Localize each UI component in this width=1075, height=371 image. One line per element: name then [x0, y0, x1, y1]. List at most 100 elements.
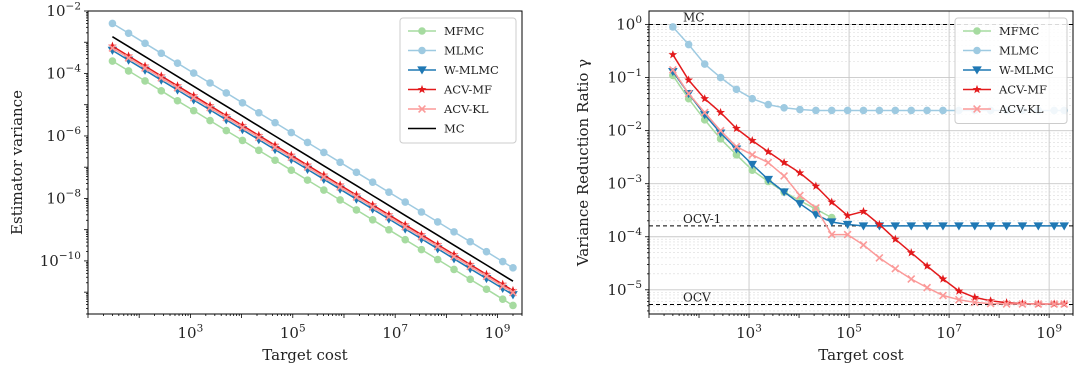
data-point	[156, 71, 166, 80]
x-tick-label: 107	[936, 322, 962, 342]
data-point	[875, 219, 884, 229]
data-point	[812, 106, 820, 115]
x-tick-label: 107	[382, 322, 408, 342]
y-tick-label: 10−10	[40, 250, 81, 270]
y-axis-label: Variance Reduction Ratio γ	[574, 59, 592, 267]
data-point	[270, 140, 280, 150]
data-point	[1002, 300, 1011, 308]
data-point	[450, 265, 458, 274]
x-axis: 103 105 107 109 Target cost	[648, 314, 1074, 364]
data-point	[732, 85, 741, 94]
legend-marker	[973, 105, 981, 113]
data-point	[811, 203, 820, 212]
y-tick-label: 10−2	[46, 0, 81, 20]
data-point	[938, 222, 948, 231]
series-acv-kl	[668, 65, 1069, 308]
data-point	[923, 106, 931, 115]
legend-marker	[972, 66, 982, 75]
data-point	[238, 99, 247, 107]
legend-marker	[418, 46, 426, 55]
data-point	[450, 252, 458, 261]
data-point	[385, 225, 393, 234]
data-point	[716, 135, 725, 143]
data-point	[320, 148, 328, 157]
data-point	[700, 108, 709, 117]
data-point	[384, 212, 393, 221]
data-point	[827, 197, 837, 206]
data-point	[417, 232, 426, 241]
x-axis: 103 105 107 109 Target cost	[87, 314, 523, 364]
data-point	[287, 153, 296, 162]
x-tick-label: 109	[1036, 322, 1062, 342]
data-point	[255, 108, 263, 117]
data-point	[498, 282, 507, 291]
y-tick-label: 10−3	[607, 173, 642, 193]
data-point	[157, 87, 166, 95]
data-point	[368, 202, 377, 211]
series-mlmc	[108, 19, 517, 272]
data-point	[508, 285, 518, 295]
data-point	[401, 198, 410, 206]
data-point	[748, 166, 757, 174]
data-point	[352, 168, 361, 177]
data-point	[482, 247, 491, 256]
data-point	[859, 241, 868, 249]
y-axis: 10−10 10−8 10−6 10−4 10−2 Estimator variance	[8, 0, 88, 315]
data-point	[732, 142, 741, 151]
data-point	[465, 259, 475, 269]
data-point	[1060, 300, 1069, 308]
legend-entry-acv-kl: ACV-KL	[443, 102, 489, 116]
data-point	[843, 211, 852, 220]
data-point	[684, 89, 693, 98]
legend-box	[399, 17, 517, 144]
data-point	[336, 196, 344, 204]
data-point	[796, 105, 804, 114]
data-point	[939, 106, 947, 115]
data-point	[668, 67, 678, 77]
legend-marker	[418, 105, 426, 113]
data-point	[319, 173, 328, 182]
data-point	[222, 126, 231, 135]
data-point	[173, 83, 182, 92]
data-point	[1033, 222, 1044, 231]
data-point	[336, 183, 345, 191]
series-line-acv-kl	[672, 69, 1065, 305]
data-point	[238, 136, 247, 145]
data-point	[173, 96, 182, 105]
data-point	[779, 188, 789, 197]
data-point	[206, 103, 215, 112]
reference-label-ocv-1: OCV-1	[683, 212, 721, 226]
data-point	[271, 118, 279, 127]
data-point	[875, 253, 884, 262]
data-point	[842, 220, 853, 230]
data-point	[858, 222, 869, 231]
data-point	[124, 51, 133, 60]
data-point	[1050, 300, 1059, 308]
legend: MFMC MLMC W-MLMC ACV-MF ACV-KL	[954, 17, 1068, 124]
y-axis-label: Estimator variance	[8, 90, 26, 235]
x-tick-label: 109	[485, 322, 511, 342]
data-point	[482, 285, 491, 294]
data-point	[954, 222, 964, 231]
data-point	[189, 106, 198, 115]
series-mc	[111, 36, 514, 282]
data-point	[986, 296, 996, 305]
x-axis-label: Target cost	[262, 346, 347, 364]
data-point	[141, 64, 149, 72]
data-point	[368, 200, 378, 209]
data-point	[700, 94, 710, 103]
data-point	[954, 295, 963, 304]
legend-entry-w-mlmc: W-MLMC	[444, 63, 499, 77]
y-tick-label: 10−1	[607, 67, 642, 87]
data-point	[189, 93, 198, 102]
series-mfmc	[108, 57, 517, 310]
data-point	[764, 158, 773, 167]
data-point	[509, 264, 517, 272]
data-point	[108, 41, 117, 50]
data-point	[763, 175, 774, 185]
data-point	[986, 299, 995, 308]
data-point	[303, 138, 312, 147]
data-point	[433, 255, 442, 264]
data-point	[141, 39, 149, 48]
